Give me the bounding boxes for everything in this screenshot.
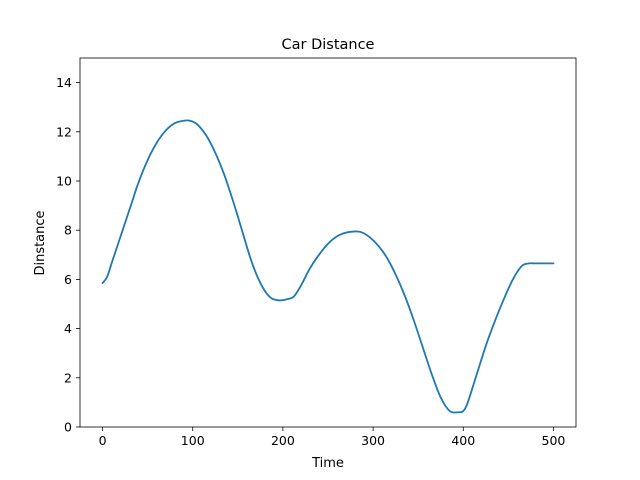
series-line-0 xyxy=(101,119,555,414)
x-tick-label: 300 xyxy=(361,433,385,448)
y-tick-label: 6 xyxy=(64,272,72,287)
y-tick-label: 0 xyxy=(64,420,72,435)
y-tick-label: 10 xyxy=(56,174,72,189)
x-tick-label: 200 xyxy=(271,433,295,448)
y-tick-label: 2 xyxy=(64,370,72,385)
y-tick-label: 14 xyxy=(56,75,72,90)
x-tick-label: 0 xyxy=(99,433,107,448)
chart-title: Car Distance xyxy=(282,37,375,53)
axes-frame xyxy=(79,57,577,428)
y-tick-label: 12 xyxy=(56,124,72,139)
plot-area: 0 100 200 300 400 500 0 2 4 6 8 10 12 14 xyxy=(56,57,577,448)
y-tick-label: 4 xyxy=(64,321,72,336)
x-axis-label: Time xyxy=(311,456,344,471)
y-tick-label: 8 xyxy=(64,223,72,238)
y-axis-label: Dinstance xyxy=(33,210,48,275)
x-tick-label: 500 xyxy=(542,433,566,448)
x-tick-label: 100 xyxy=(181,433,205,448)
x-tick-label: 400 xyxy=(451,433,475,448)
